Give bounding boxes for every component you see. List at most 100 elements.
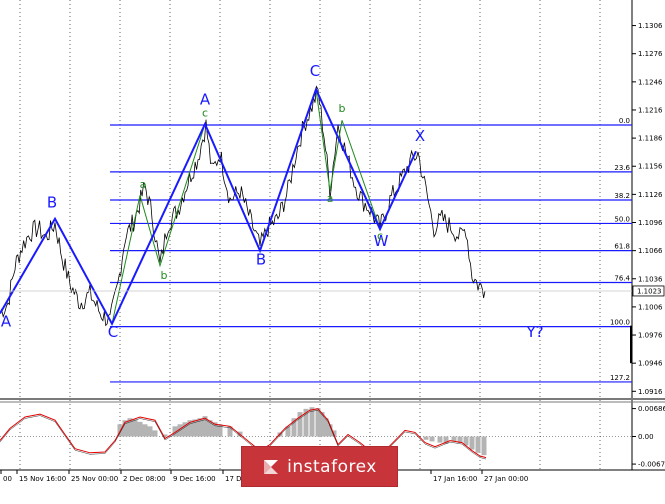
sub-wave-lines	[111, 89, 381, 324]
osc-histogram-bar	[217, 424, 223, 437]
osc-histogram-bar	[152, 430, 158, 437]
osc-histogram-bar	[182, 422, 188, 437]
wave-label: A	[200, 90, 211, 108]
osc-histogram-bar	[443, 436, 449, 444]
osc-histogram-bar	[227, 426, 233, 437]
date-tick-label: 9 Dec 16:00	[173, 475, 216, 483]
instaforex-logo-icon	[262, 458, 280, 476]
osc-histogram-bar	[469, 436, 475, 450]
osc-histogram-bar	[187, 420, 193, 437]
sub-wave-label: c	[202, 107, 208, 120]
osc-histogram-bar	[463, 436, 469, 446]
osc-histogram-bar	[212, 422, 218, 437]
fib-label: 38.2	[614, 192, 630, 200]
price-series	[0, 85, 486, 327]
osc-tick-label: 0.00686	[638, 405, 665, 413]
osc-histogram-bar	[323, 418, 329, 437]
sub-wave-line	[111, 123, 206, 324]
osc-histogram-bar	[117, 424, 123, 437]
osc-histogram-bar	[327, 424, 333, 437]
price-tick-label: 1.1276	[638, 50, 663, 58]
osc-histogram-bar	[291, 418, 297, 437]
price-tick-label: 1.1096	[638, 219, 663, 227]
sub-wave-label: b	[161, 269, 168, 282]
price-tick-label: 1.1246	[638, 78, 663, 86]
osc-tick-label: -0.00678	[638, 461, 665, 469]
wave-label: W	[374, 232, 389, 250]
osc-histogram-bar	[451, 436, 457, 442]
price-tick-label: 1.1156	[638, 163, 663, 171]
osc-histogram-bar	[475, 436, 481, 453]
price-tick-label: 1.0976	[638, 332, 663, 340]
fib-label: 127.2	[610, 374, 630, 382]
wave-label: B	[256, 251, 266, 269]
date-axis-ticks: 00 15 Nov 16:00 25 Nov 00:00 2 Dec 08:00 9 D…	[0, 470, 528, 483]
logo-text: instaforex	[287, 456, 377, 477]
sub-wave-line	[315, 89, 381, 230]
wave-label: A	[1, 313, 12, 331]
osc-histogram-bar	[331, 430, 337, 437]
instaforex-logo: instaforex	[242, 447, 397, 486]
sub-wave-label: b	[339, 102, 346, 115]
price-tick-label: 1.1006	[638, 303, 663, 311]
wave-label: C	[310, 62, 320, 80]
wave-line	[0, 86, 417, 327]
price-tick-label: 1.1306	[638, 22, 663, 30]
date-tick-label: 15 Nov 16:00	[19, 475, 66, 483]
fib-label: 61.8	[614, 243, 630, 251]
date-tick-label: 17 Jan 16:00	[433, 475, 477, 483]
price-tick-label: 1.1066	[638, 247, 663, 255]
sub-wave-label: a	[140, 178, 147, 191]
sub-wave-label: a	[327, 192, 334, 205]
osc-histogram-bar	[192, 419, 198, 437]
wave-labels: A B C A B C W X Y? a b c a b c	[1, 62, 544, 341]
osc-histogram-bar	[297, 412, 303, 437]
price-tick-label: 1.1126	[638, 191, 663, 199]
osc-histogram-bar	[303, 408, 309, 437]
price-tick-label: 1.1036	[638, 275, 663, 283]
sub-wave-label: c	[377, 229, 383, 242]
date-tick-label: 17 De	[225, 475, 246, 483]
fib-label: 50.0	[614, 215, 630, 223]
wave-label: C	[108, 323, 118, 341]
osc-histogram-bar	[429, 436, 435, 442]
price-tick-label: 1.0946	[638, 360, 663, 368]
current-price-marker: 1.1023	[0, 285, 665, 364]
osc-histogram-bar	[137, 421, 143, 437]
fib-label: 0.0	[619, 117, 630, 125]
fib-label: 100.0	[610, 319, 630, 327]
wave-lines	[0, 86, 417, 327]
fib-label: 23.6	[614, 164, 630, 172]
osc-histogram-bar	[315, 408, 321, 437]
osc-histogram-bar	[457, 436, 463, 444]
date-tick-label: 27 Jan 00:00	[484, 475, 528, 483]
oscillator-pane	[0, 407, 632, 460]
osc-histogram-bar	[207, 420, 213, 437]
osc-histogram-bar	[197, 418, 203, 437]
osc-histogram-bar	[319, 412, 325, 437]
osc-histogram-bar	[132, 419, 138, 437]
osc-histogram-bar	[142, 424, 148, 437]
date-tick-label: 00	[3, 475, 12, 483]
price-tick-label: 1.0916	[638, 388, 663, 396]
osc-histogram-bar	[202, 416, 208, 437]
wave-label: Y?	[525, 323, 543, 341]
osc-histogram-bar	[423, 436, 429, 440]
osc-histogram-bar	[172, 426, 178, 437]
osc-histogram-bar	[437, 436, 443, 443]
current-price-box	[632, 285, 665, 297]
fib-label: 76.4	[614, 275, 630, 283]
osc-histogram-bar	[309, 407, 315, 437]
price-path	[0, 85, 486, 327]
wave-label: B	[47, 194, 57, 212]
wave-label: X	[415, 127, 425, 145]
price-tick-label: 1.1186	[638, 135, 663, 143]
osc-histogram-bar	[147, 426, 153, 437]
oscillator-axis-ticks: 0.00686 0.00 -0.00678	[632, 405, 665, 469]
osc-histogram-bar	[122, 420, 128, 437]
osc-histogram-bar	[162, 434, 168, 437]
date-tick-label: 25 Nov 00:00	[71, 475, 118, 483]
date-tick-label: 2 Dec 08:00	[123, 475, 166, 483]
price-tick-label: 1.1216	[638, 106, 663, 114]
